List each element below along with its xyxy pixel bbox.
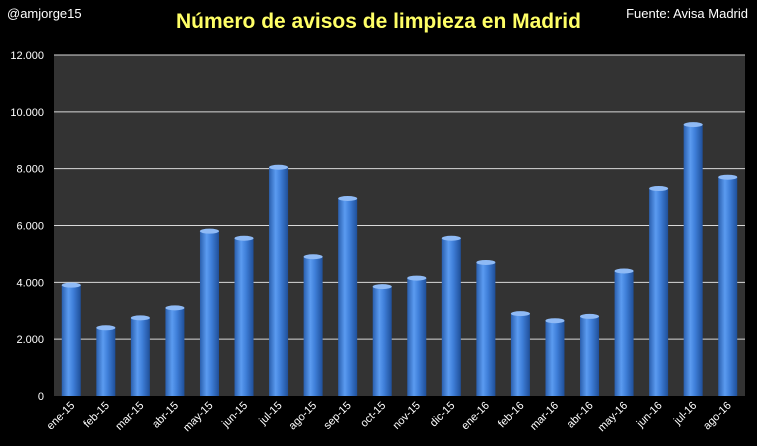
bar-cap <box>580 313 600 319</box>
bar-cap <box>476 259 496 265</box>
source-label: Fuente: Avisa Madrid <box>626 6 748 21</box>
x-tick-label: may-16 <box>596 400 630 434</box>
x-tick-label: ago-16 <box>701 400 734 433</box>
x-tick-label: may-15 <box>181 400 215 434</box>
bar-abr-16 <box>580 316 600 396</box>
bar-may-15 <box>199 231 219 396</box>
bar-cap <box>649 186 669 192</box>
y-tick-label: 12.000 <box>10 50 44 62</box>
x-tick-label: nov-15 <box>391 400 423 432</box>
bar-feb-16 <box>510 313 530 396</box>
x-tick-label: mar-16 <box>528 400 561 433</box>
bar-oct-15 <box>372 286 392 396</box>
y-tick-label: 10.000 <box>10 107 44 119</box>
bar-cap <box>199 228 219 234</box>
bar-cap <box>61 282 81 288</box>
bar-feb-15 <box>96 327 116 396</box>
bar-cap <box>130 315 150 321</box>
x-tick-label: jun-15 <box>219 400 250 431</box>
bar-cap <box>165 305 185 311</box>
y-tick-label: 8.000 <box>16 164 44 176</box>
bar-ene-15 <box>61 285 81 396</box>
x-tick-label: feb-16 <box>496 400 527 431</box>
x-tick-label: jul-16 <box>671 400 699 428</box>
bar-cap <box>614 268 634 274</box>
x-tick-label: mar-15 <box>113 400 146 433</box>
y-tick-label: 4.000 <box>16 277 44 289</box>
bar-abr-15 <box>165 307 185 396</box>
x-axis-ticks: ene-15 feb-15 mar-15 abr-15 may-15 jun-15 jul-… <box>45 400 734 434</box>
bar-cap <box>303 254 323 260</box>
bar-sep-15 <box>338 198 358 396</box>
x-tick-label: sep-15 <box>322 400 354 432</box>
x-tick-label: ago-15 <box>287 400 320 433</box>
x-tick-label: abr-15 <box>150 400 181 431</box>
bar-cap <box>96 325 116 331</box>
x-tick-label: jun-16 <box>634 400 665 431</box>
bar-cap <box>407 275 427 281</box>
bar-ene-16 <box>476 262 496 396</box>
y-tick-label: 6.000 <box>16 221 44 233</box>
x-tick-label: ene-16 <box>459 400 492 433</box>
bar-dic-15 <box>441 238 461 396</box>
y-tick-label: 2.000 <box>16 334 44 346</box>
x-tick-label: jul-15 <box>256 400 284 428</box>
bar-cap <box>269 164 289 170</box>
bar-ago-15 <box>303 256 323 396</box>
bar-jun-15 <box>234 238 254 396</box>
bar-cap <box>234 235 254 241</box>
bar-jun-16 <box>649 188 669 396</box>
bar-cap <box>441 235 461 241</box>
bar-cap <box>510 311 530 317</box>
bar-cap <box>718 174 738 180</box>
bar-cap <box>683 122 703 128</box>
y-axis-ticks: 0 2.000 4.000 6.000 8.000 10.000 12.000 <box>10 50 44 403</box>
bar-mar-15 <box>130 317 150 396</box>
bar-may-16 <box>614 270 634 396</box>
x-tick-label: ene-15 <box>45 400 78 433</box>
bar-ago-16 <box>718 177 738 396</box>
x-tick-label: dic-15 <box>428 400 458 430</box>
bar-cap <box>372 284 392 290</box>
bar-cap <box>545 318 565 324</box>
bar-nov-15 <box>407 278 427 396</box>
bar-mar-16 <box>545 320 565 396</box>
x-tick-label: feb-15 <box>81 400 112 431</box>
x-tick-label: oct-15 <box>358 400 388 430</box>
bar-jul-16 <box>683 124 703 396</box>
bar-jul-15 <box>269 167 289 396</box>
bar-cap <box>338 196 358 202</box>
x-tick-label: abr-16 <box>565 400 596 431</box>
bars-group <box>61 122 738 396</box>
y-tick-label: 0 <box>38 391 44 403</box>
chart-title: Número de avisos de limpieza en Madrid <box>176 10 581 33</box>
author-handle: @amjorge15 <box>7 6 82 21</box>
